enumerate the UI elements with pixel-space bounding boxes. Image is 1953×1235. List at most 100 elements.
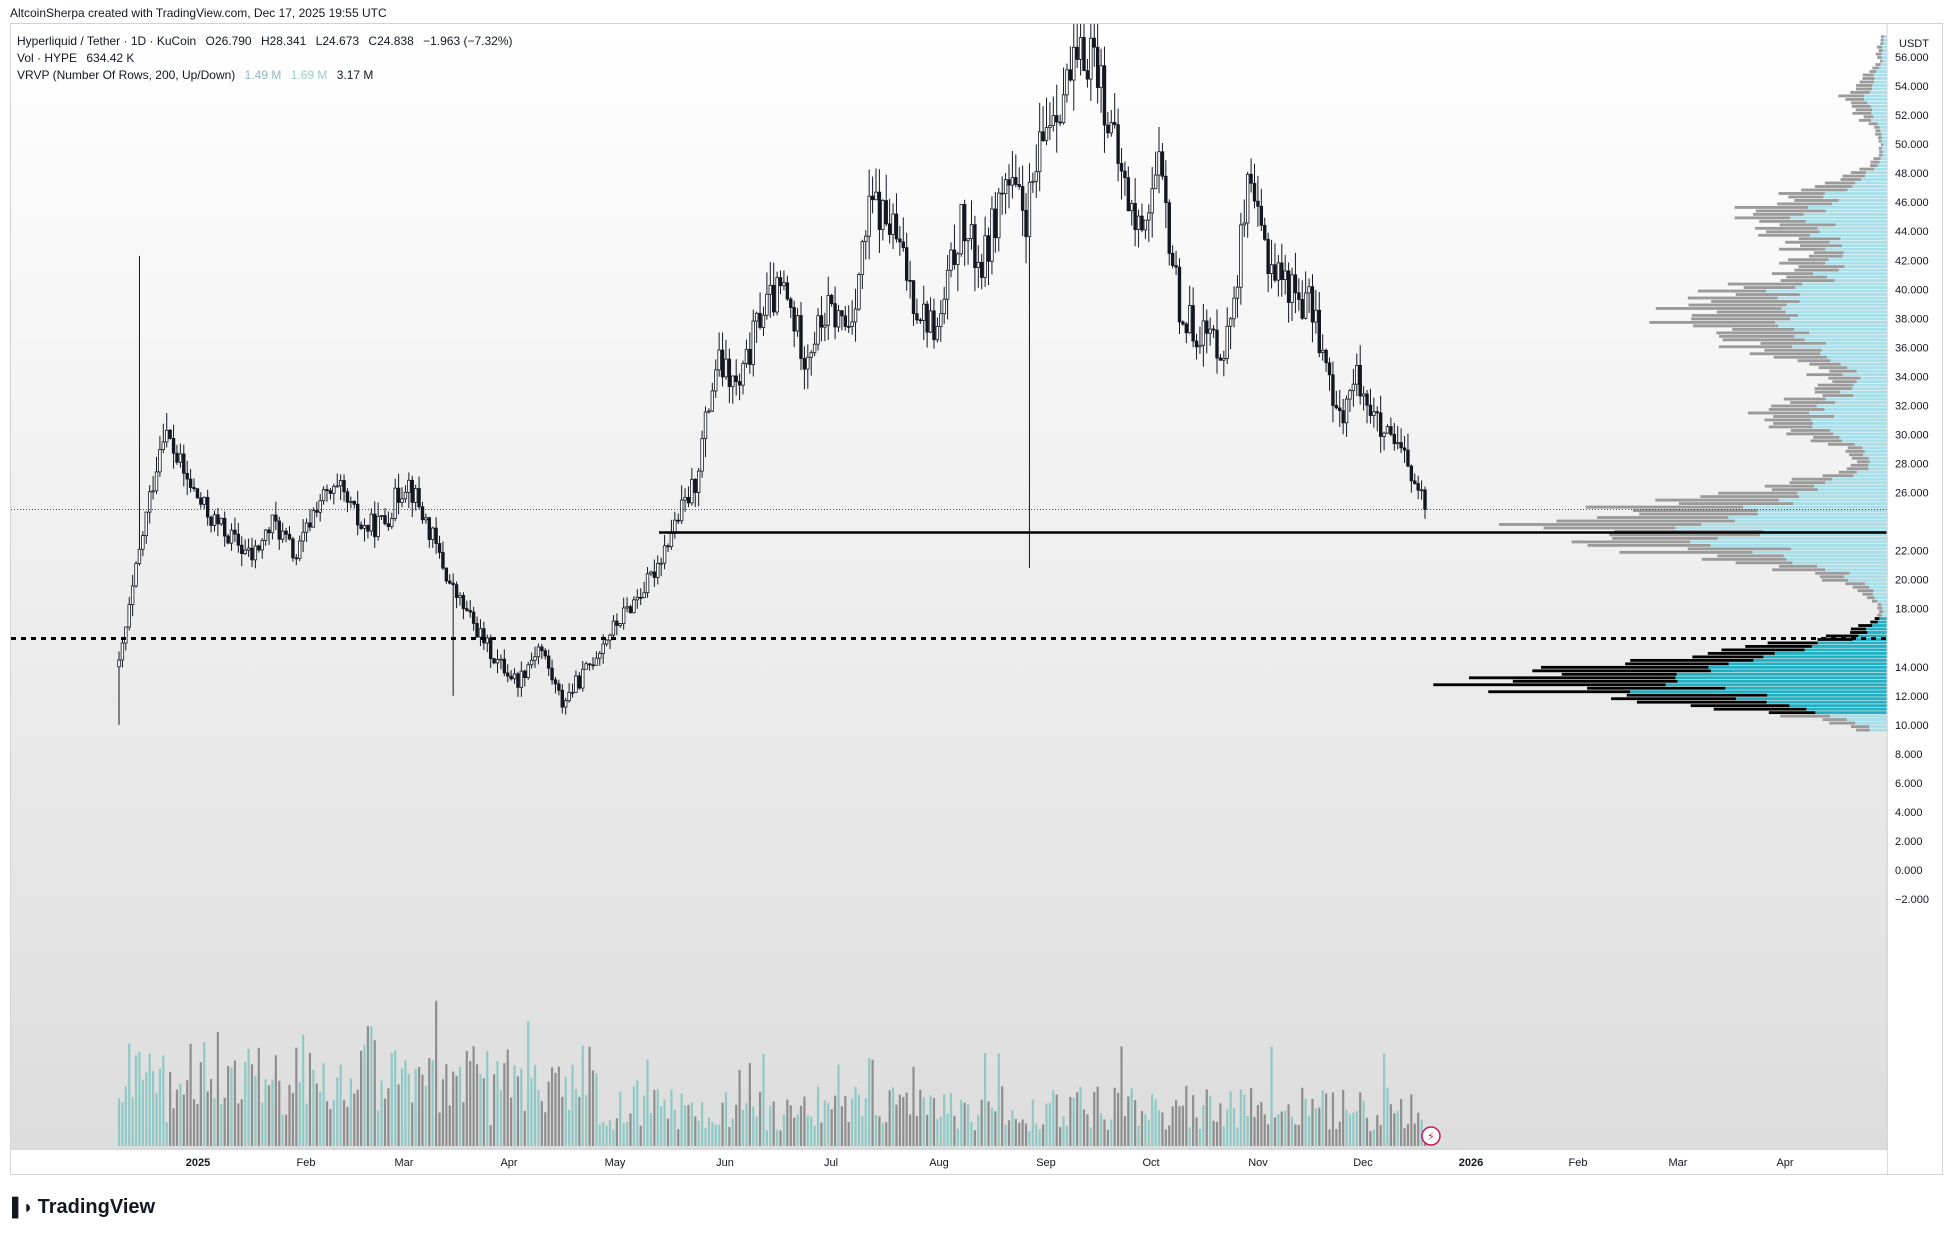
- volume-bar: [755, 1116, 758, 1146]
- volume-bar: [1396, 1110, 1399, 1146]
- vp-row-down: [1876, 45, 1883, 49]
- vp-row-down: [1561, 672, 1677, 676]
- candle-body: [543, 650, 547, 657]
- vp-row-down: [1691, 317, 1791, 321]
- candle-body: [1160, 151, 1165, 177]
- volume-bar: [1277, 1114, 1280, 1146]
- vp-row-up: [1863, 97, 1887, 101]
- volume-bar: [793, 1117, 796, 1146]
- price-tick-label: 6.000: [1895, 778, 1923, 790]
- volume-bar: [465, 1050, 468, 1146]
- candle-body: [134, 563, 138, 587]
- volume-bar: [1202, 1105, 1205, 1146]
- legend-vrvp-label[interactable]: VRVP (Number Of Rows, 200, Up/Down): [17, 68, 236, 82]
- price-chart-svg[interactable]: 24.83804:04:4423.25015.950634.42 K⚡ USDT…: [11, 24, 1942, 1174]
- candle-body: [226, 535, 230, 544]
- volume-bar: [946, 1113, 949, 1146]
- vp-row-down: [1857, 589, 1874, 593]
- legend-symbol[interactable]: Hyperliquid / Tether · 1D · KuCoin: [17, 34, 197, 48]
- legend-vol-label[interactable]: Vol · HYPE: [17, 51, 78, 65]
- candle-body: [223, 517, 227, 537]
- vp-row-down: [1862, 592, 1873, 596]
- price-tick-label: 46.000: [1895, 197, 1929, 209]
- volume-bar: [782, 1114, 786, 1146]
- vp-row-up: [1869, 728, 1887, 732]
- vp-row-down: [1790, 401, 1835, 404]
- volume-bar: [997, 1053, 1000, 1146]
- candle-body: [502, 658, 507, 674]
- candle-body: [860, 241, 865, 275]
- volume-bar: [377, 1110, 380, 1146]
- vp-row-down: [1845, 449, 1865, 453]
- volume-bar: [1120, 1046, 1123, 1146]
- vp-row-up: [1710, 543, 1887, 547]
- candle-body: [639, 596, 643, 599]
- vp-row-up: [1734, 519, 1887, 523]
- legend-vrvp-up: 1.49 M: [244, 68, 282, 82]
- candle-body: [373, 513, 377, 538]
- volume-bar: [1154, 1099, 1157, 1146]
- tradingview-logo-icon: ▌◗: [12, 1197, 34, 1217]
- tradingview-logo[interactable]: ▌◗ TradingView: [12, 1196, 155, 1219]
- volume-bar: [643, 1095, 646, 1146]
- candle-body: [1419, 489, 1424, 492]
- candle-body: [789, 298, 793, 308]
- volume-bar: [779, 1130, 782, 1146]
- vp-row-down: [1850, 91, 1870, 94]
- chart-frame[interactable]: 24.83804:04:4423.25015.950634.42 K⚡ USDT…: [10, 23, 1943, 1175]
- vp-row-down: [1850, 463, 1869, 467]
- candle-body: [1399, 442, 1403, 449]
- candle-body: [925, 303, 929, 333]
- vp-row-down: [1743, 286, 1796, 289]
- volume-bar: [1151, 1094, 1154, 1146]
- candle-body: [853, 308, 858, 323]
- candle-body: [601, 643, 605, 654]
- volume-bar: [513, 1065, 516, 1146]
- replay-icon-glyph: ⚡: [1427, 1130, 1435, 1143]
- volume-bar: [271, 1079, 274, 1146]
- vp-row-up: [1757, 512, 1887, 516]
- vp-row-up: [1883, 38, 1887, 42]
- volume-bar: [1161, 1112, 1164, 1146]
- candle-body: [1174, 265, 1178, 268]
- candle-body: [1201, 320, 1206, 346]
- candle-body: [1133, 203, 1137, 231]
- vp-row-up: [1766, 289, 1887, 293]
- candle-body: [724, 358, 728, 378]
- vp-row-down: [1747, 411, 1809, 415]
- vp-row-down: [1852, 111, 1872, 115]
- candle-body: [690, 478, 694, 504]
- vp-row-up: [1872, 592, 1887, 596]
- volume-bar: [1355, 1111, 1358, 1146]
- candle-body: [710, 390, 715, 412]
- volume-bar: [124, 1086, 127, 1146]
- vp-row-down: [1855, 87, 1873, 91]
- volume-bar: [1410, 1094, 1413, 1146]
- volume-bar: [857, 1094, 861, 1146]
- volume-bar: [1178, 1106, 1181, 1146]
- volume-bar: [1297, 1124, 1300, 1146]
- volume-bar: [741, 1109, 745, 1146]
- vp-row-up: [1827, 355, 1887, 359]
- candle-body: [1157, 151, 1161, 176]
- volume-bar: [885, 1122, 888, 1146]
- candle-body: [1276, 262, 1281, 281]
- volume-bar: [912, 1066, 915, 1146]
- vp-row-down: [1859, 167, 1875, 171]
- volume-bar: [1239, 1089, 1242, 1146]
- candle-body: [693, 478, 697, 493]
- volume-bar: [1106, 1129, 1109, 1146]
- vp-row-up: [1881, 132, 1887, 136]
- vp-row-up: [1847, 366, 1887, 370]
- vp-row-down: [1597, 516, 1729, 519]
- vp-row-down: [1829, 369, 1857, 373]
- vp-row-up: [1675, 676, 1887, 680]
- candle-body: [1263, 224, 1267, 240]
- vp-row-down: [1856, 84, 1873, 87]
- volume-bar: [1055, 1094, 1058, 1146]
- vp-row-up: [1675, 526, 1887, 530]
- volume-bar: [192, 1099, 196, 1146]
- vp-row-up: [1868, 463, 1887, 467]
- volume-bar: [871, 1059, 874, 1146]
- volume-bar: [1048, 1103, 1052, 1146]
